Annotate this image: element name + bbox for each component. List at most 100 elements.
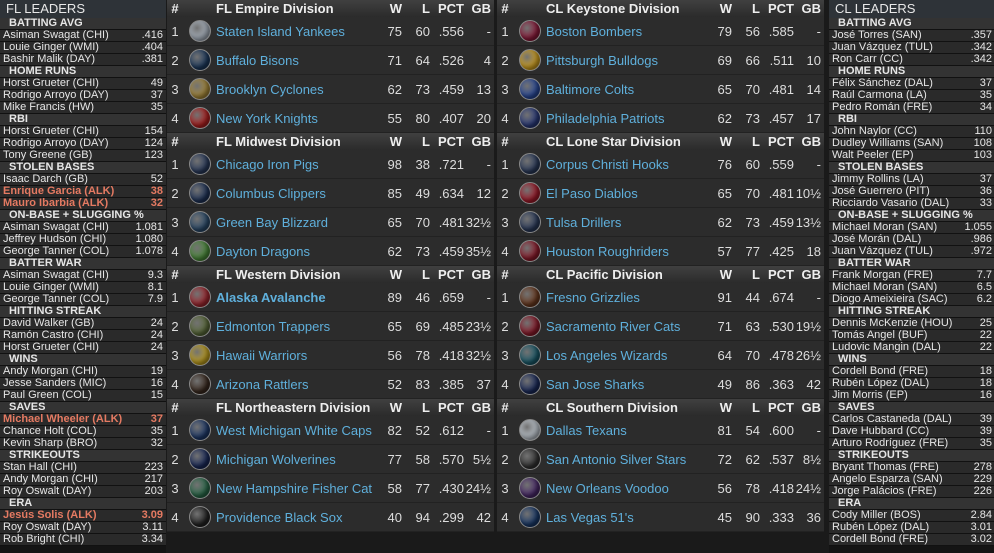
team-row[interactable]: 1 Chicago Iron Pigs 98 38 .721 - [167,150,494,179]
team-logo-icon[interactable] [188,20,211,42]
team-row[interactable]: 4 Dayton Dragons 62 73 .459 35½ [167,237,494,266]
team-row[interactable]: 1 Corpus Christi Hooks 76 60 .559 - [497,150,824,179]
wins-header[interactable]: W [719,134,732,149]
leader-row[interactable]: Dennis McKenzie (HOU) 25 [829,318,994,330]
player-name[interactable]: Michael Moran (SAN) [832,281,938,293]
leader-row[interactable]: José Guerrero (PIT) 36 [829,186,994,198]
pct-header[interactable]: PCT [438,1,464,16]
player-name[interactable]: Diogo Ameixieira (SAC) [832,293,948,305]
leader-row[interactable]: Rubén López (DAL) 3.01 [829,522,994,534]
leader-row[interactable]: Ludovic Mangin (DAL) 22 [829,342,994,354]
player-name[interactable]: Mauro Ibarbia (ALK) [3,197,109,209]
team-row[interactable]: 2 Pittsburgh Bulldogs 69 66 .511 10 [497,46,824,75]
team-row[interactable]: 2 Columbus Clippers 85 49 .634 12 [167,179,494,208]
team-name-link[interactable]: Fresno Grizzlies [546,289,640,305]
leader-row[interactable]: Cordell Bond (FRE) 3.02 [829,534,994,546]
leader-row[interactable]: Isaac Darch (GB) 52 [0,174,166,186]
leader-row[interactable]: Rob Bright (CHI) 3.34 [0,534,166,546]
player-name[interactable]: Enrique Garcia (ALK) [3,185,115,197]
team-logo-icon[interactable] [518,506,541,528]
team-name-link[interactable]: New Hampshire Fisher Cat [216,480,373,496]
player-name[interactable]: Tomás Angel (BUF) [832,329,928,341]
team-logo-icon[interactable] [188,107,211,129]
gb-header[interactable]: GB [801,267,822,282]
team-logo-icon[interactable] [188,506,211,528]
player-name[interactable]: José Torres (SAN) [832,29,922,41]
leader-row[interactable]: Michael Moran (SAN) 1.055 [829,222,994,234]
team-row[interactable]: 1 Staten Island Yankees 75 60 .556 - [167,17,494,46]
team-name-link[interactable]: Pittsburgh Bulldogs [546,52,659,68]
team-name-link[interactable]: Hawaii Warriors [216,347,308,363]
leader-row[interactable]: Bryant Thomas (FRE) 278 [829,462,994,474]
team-logo-icon[interactable] [188,49,211,71]
player-name[interactable]: Jim Morris (EP) [832,389,908,401]
leader-row[interactable]: Angelo Esparza (SAN) 229 [829,474,994,486]
leader-row[interactable]: Dudley Williams (SAN) 108 [829,138,994,150]
player-name[interactable]: Dennis McKenzie (HOU) [832,317,953,329]
pct-header[interactable]: PCT [438,134,464,149]
gb-header[interactable]: GB [471,400,492,415]
team-name-link[interactable]: San Antonio Silver Stars [546,451,687,467]
player-name[interactable]: Rubén López (DAL) [832,377,930,389]
team-row[interactable]: 1 Alaska Avalanche 89 46 .659 - [167,283,494,312]
player-name[interactable]: Paul Green (COL) [3,389,92,401]
pct-header[interactable]: PCT [768,134,794,149]
leader-row[interactable]: Louie Ginger (WMI) .404 [0,42,166,54]
losses-header[interactable]: L [752,400,760,415]
leader-row[interactable]: Ramón Castro (CHI) 24 [0,330,166,342]
player-name[interactable]: Cody Miller (BOS) [832,509,921,521]
team-row[interactable]: 2 San Antonio Silver Stars 72 62 .537 8½ [497,445,824,474]
team-row[interactable]: 2 Sacramento River Cats 71 63 .530 19½ [497,312,824,341]
leader-row[interactable]: Juan Vázquez (TUL) .972 [829,246,994,258]
team-name-link[interactable]: Los Angeles Wizards [546,347,668,363]
team-name-link[interactable]: West Michigan White Caps [216,422,372,438]
player-name[interactable]: Bryant Thomas (FRE) [832,461,939,473]
team-name-link[interactable]: Michigan Wolverines [216,451,336,467]
leader-row[interactable]: Ron Carr (CC) .342 [829,54,994,66]
leader-row[interactable]: Cody Miller (BOS) 2.84 [829,510,994,522]
team-row[interactable]: 4 Houston Roughriders 57 77 .425 18 [497,237,824,266]
player-name[interactable]: Arturo Rodríguez (FRE) [832,437,949,449]
leader-row[interactable]: Andy Morgan (CHI) 217 [0,474,166,486]
leader-row[interactable]: Louie Ginger (WMI) 8.1 [0,282,166,294]
team-name-link[interactable]: Columbus Clippers [216,185,326,201]
team-name-link[interactable]: New Orleans Voodoo [546,480,669,496]
team-row[interactable]: 3 Tulsa Drillers 62 73 .459 13½ [497,208,824,237]
team-logo-icon[interactable] [518,153,541,175]
leader-row[interactable]: Chance Holt (COL) 35 [0,426,166,438]
player-name[interactable]: Jesse Sanders (MIC) [3,377,107,389]
player-name[interactable]: Ramón Castro (CHI) [3,329,104,341]
leader-row[interactable]: Raúl Carmona (LA) 35 [829,90,994,102]
player-name[interactable]: George Tanner (COL) [3,245,110,257]
team-logo-icon[interactable] [518,373,541,395]
team-row[interactable]: 3 Hawaii Warriors 56 78 .418 32½ [167,341,494,370]
team-row[interactable]: 1 Fresno Grizzlies 91 44 .674 - [497,283,824,312]
losses-header[interactable]: L [752,1,760,16]
player-name[interactable]: Bashir Malik (DAY) [3,53,96,65]
leader-row[interactable]: Jorge Palácios (FRE) 226 [829,486,994,498]
team-row[interactable]: 2 Buffalo Bisons 71 64 .526 4 [167,46,494,75]
player-name[interactable]: Rodrigo Arroyo (DAY) [3,137,109,149]
team-name-link[interactable]: Buffalo Bisons [216,52,299,68]
leader-row[interactable]: Walt Peeler (EP) 103 [829,150,994,162]
wins-header[interactable]: W [389,400,402,415]
leader-row[interactable]: Kevin Sharp (BRO) 32 [0,438,166,450]
team-logo-icon[interactable] [188,153,211,175]
gb-header[interactable]: GB [471,134,492,149]
leader-row[interactable]: Ricciardo Vasario (DAL) 33 [829,198,994,210]
team-logo-icon[interactable] [188,211,211,233]
team-name-link[interactable]: Houston Roughriders [546,243,669,259]
player-name[interactable]: Asiman Swagat (CHI) [3,29,109,41]
leader-row[interactable]: Félix Sánchez (DAL) 37 [829,78,994,90]
player-name[interactable]: Horst Grueter (CHI) [3,77,99,89]
team-logo-icon[interactable] [188,240,211,262]
player-name[interactable]: Chance Holt (COL) [3,425,97,437]
player-name[interactable]: Kevin Sharp (BRO) [3,437,98,449]
team-name-link[interactable]: Corpus Christi Hooks [546,156,669,172]
player-name[interactable]: Andy Morgan (CHI) [3,473,98,485]
player-name[interactable]: Jesús Solis (ALK) [3,509,97,521]
player-name[interactable]: Asiman Swagat (CHI) [3,221,109,233]
leader-row[interactable]: Tomás Angel (BUF) 22 [829,330,994,342]
leader-row[interactable]: John Naylor (CC) 110 [829,126,994,138]
team-row[interactable]: 3 Los Angeles Wizards 64 70 .478 26½ [497,341,824,370]
